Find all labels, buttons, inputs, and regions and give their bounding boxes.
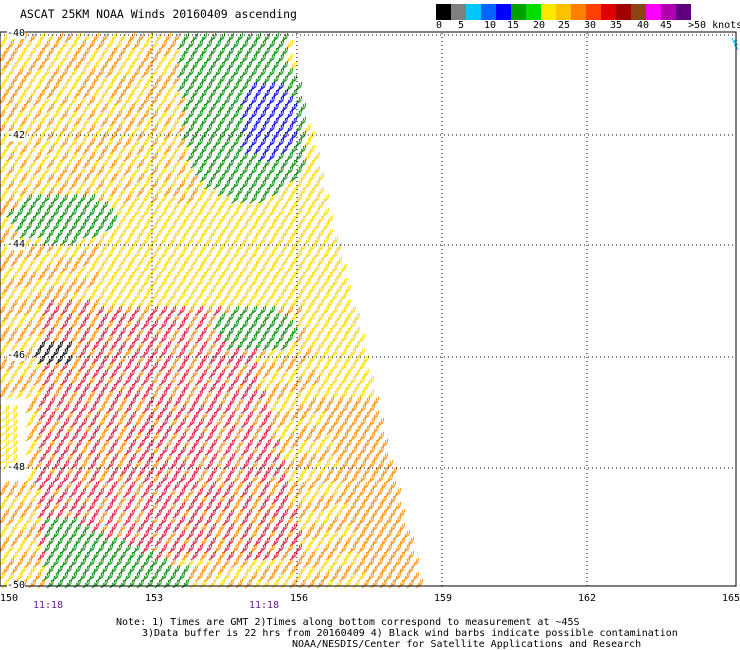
lat-lon-grid xyxy=(0,33,736,586)
legend-swatch xyxy=(601,4,616,20)
legend-swatch xyxy=(481,4,496,20)
legend-swatch xyxy=(586,4,601,20)
note-line-1: Note: 1) Times are GMT 2)Times along bot… xyxy=(116,617,580,628)
wind-barbs xyxy=(6,32,307,589)
legend-label: 0 xyxy=(436,20,443,31)
legend-swatch xyxy=(556,4,571,20)
longitude-label: 156 xyxy=(290,593,309,604)
legend-swatch xyxy=(511,4,526,20)
wind-barbs xyxy=(0,32,375,589)
longitude-label: 150 xyxy=(0,593,19,604)
legend-label: 20 xyxy=(533,20,546,31)
latitude-label: -40 xyxy=(7,28,26,39)
legend-label: 35 xyxy=(610,20,623,31)
legend-swatch xyxy=(646,4,661,20)
longitude-label: 153 xyxy=(145,593,164,604)
legend-label: 5 xyxy=(458,20,465,31)
legend-swatch xyxy=(661,4,676,20)
legend-swatch xyxy=(571,4,586,20)
legend-swatch xyxy=(451,4,466,20)
longitude-label: 159 xyxy=(434,593,453,604)
latitude-label: -42 xyxy=(7,130,26,141)
latitude-label: -48 xyxy=(7,462,26,473)
legend-swatch xyxy=(496,4,511,20)
wind-barbs xyxy=(240,81,298,162)
map-frame xyxy=(0,31,737,587)
longitude-label: 162 xyxy=(578,593,597,604)
latitude-label: -50 xyxy=(7,580,26,591)
legend-label: 25 xyxy=(558,20,571,31)
legend-label: 10 xyxy=(484,20,497,31)
legend-swatch xyxy=(466,4,481,20)
legend-swatch xyxy=(616,4,631,20)
legend-swatch xyxy=(676,4,691,20)
legend-color-bar xyxy=(436,4,691,20)
legend-swatch xyxy=(526,4,541,20)
note-line-3: NOAA/NESDIS/Center for Satellite Applica… xyxy=(292,639,642,650)
wind-barbs xyxy=(0,32,424,589)
longitude-label: 165 xyxy=(722,593,740,604)
wind-barb-layer xyxy=(0,32,739,589)
legend-swatch xyxy=(541,4,556,20)
latitude-label: -46 xyxy=(7,350,26,361)
legend-label: 40 xyxy=(637,20,650,31)
legend-swatch xyxy=(436,4,451,20)
map-title: ASCAT 25KM NOAA Winds 20160409 ascending xyxy=(20,7,297,21)
note-line-2: 3)Data buffer is 22 hrs from 20160409 4)… xyxy=(142,628,678,639)
wind-barb xyxy=(731,37,739,51)
legend-label: 30 xyxy=(584,20,597,31)
wind-barbs xyxy=(33,340,73,365)
wind-barbs xyxy=(34,298,303,561)
pass-time-label: 11:18 xyxy=(249,600,280,611)
legend-swatch xyxy=(631,4,646,20)
pass-time-label: 11:18 xyxy=(33,600,64,611)
legend-label: 45 xyxy=(660,20,673,31)
legend-label: >50 knots xyxy=(688,20,740,31)
latitude-label: -44 xyxy=(7,239,26,250)
legend-label: 15 xyxy=(507,20,520,31)
